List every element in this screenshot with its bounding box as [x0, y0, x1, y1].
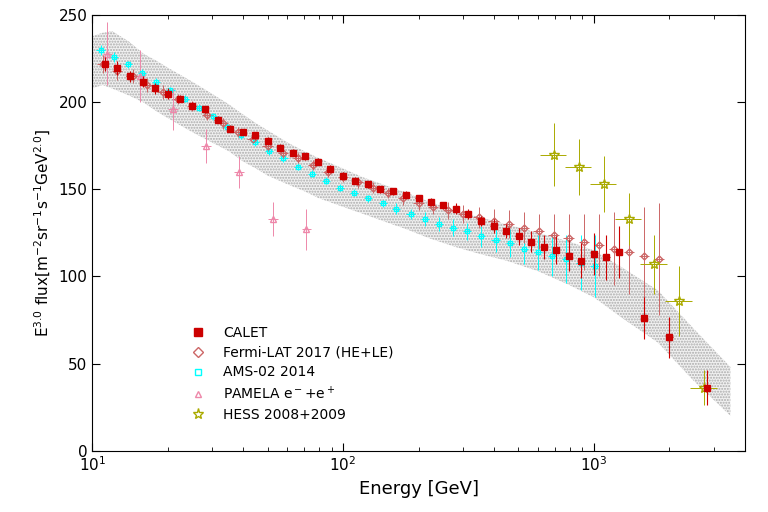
Y-axis label: E$^{3.0}$ flux[m$^{-2}$sr$^{-1}$s$^{-1}$GeV$^{2.0}$]: E$^{3.0}$ flux[m$^{-2}$sr$^{-1}$s$^{-1}$… — [33, 129, 53, 337]
X-axis label: Energy [GeV]: Energy [GeV] — [359, 480, 478, 498]
Legend: CALET, Fermi-LAT 2017 (HE+LE), AMS-02 2014, PAMELA e$^-$+e$^+$, HESS 2008+2009: CALET, Fermi-LAT 2017 (HE+LE), AMS-02 20… — [184, 326, 393, 422]
